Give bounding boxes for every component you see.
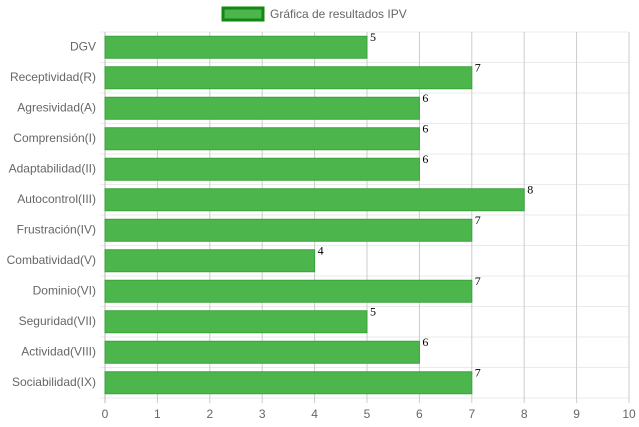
y-tick-label: Receptividad(R) xyxy=(10,70,96,84)
y-tick-label: Combatividad(V) xyxy=(7,253,96,267)
x-tick-label: 8 xyxy=(521,407,528,421)
value-label: 5 xyxy=(370,305,376,319)
x-tick-label: 3 xyxy=(259,407,266,421)
bar xyxy=(104,310,368,334)
y-tick-label: Adaptabilidad(II) xyxy=(9,161,96,175)
bar xyxy=(104,371,473,395)
x-tick-label: 10 xyxy=(622,407,636,421)
value-label: 7 xyxy=(475,274,481,288)
y-tick-label: Comprensión(I) xyxy=(13,131,96,145)
legend-label[interactable]: Gráfica de resultados IPV xyxy=(270,7,407,21)
bar xyxy=(104,157,420,181)
x-tick-label: 0 xyxy=(102,407,109,421)
bar xyxy=(104,249,316,273)
x-tick-label: 2 xyxy=(206,407,213,421)
bar xyxy=(104,279,473,303)
y-tick-label: Actividad(VIII) xyxy=(21,344,96,358)
y-tick-label: Seguridad(VII) xyxy=(19,314,96,328)
bar xyxy=(104,218,473,242)
x-tick-label: 5 xyxy=(364,407,371,421)
bar xyxy=(104,66,473,90)
value-label: 4 xyxy=(318,244,324,258)
x-tick-label: 6 xyxy=(416,407,423,421)
value-label: 6 xyxy=(422,122,428,136)
bar xyxy=(104,188,525,212)
value-label: 6 xyxy=(422,335,428,349)
legend-swatch[interactable] xyxy=(221,6,265,22)
y-tick-label: Frustración(IV) xyxy=(17,222,96,236)
value-label: 7 xyxy=(475,366,481,380)
y-tick-label: Sociabilidad(IX) xyxy=(12,375,96,389)
bar xyxy=(104,340,420,364)
value-label: 7 xyxy=(475,61,481,75)
y-tick-label: Autocontrol(III) xyxy=(17,192,96,206)
bar xyxy=(104,35,368,59)
x-tick-label: 1 xyxy=(154,407,161,421)
bar xyxy=(104,127,420,151)
value-label: 6 xyxy=(422,152,428,166)
y-tick-label: DGV xyxy=(70,39,96,53)
value-label: 6 xyxy=(422,91,428,105)
x-tick-label: 4 xyxy=(311,407,318,421)
x-tick-label: 9 xyxy=(573,407,580,421)
value-label: 5 xyxy=(370,30,376,44)
value-label: 8 xyxy=(527,183,533,197)
bar xyxy=(104,96,420,120)
y-tick-label: Dominio(VI) xyxy=(33,283,96,297)
x-tick-label: 7 xyxy=(468,407,475,421)
value-label: 7 xyxy=(475,213,481,227)
y-tick-label: Agresividad(A) xyxy=(17,100,96,114)
